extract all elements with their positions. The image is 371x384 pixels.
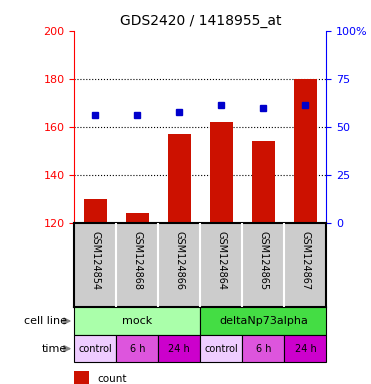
Bar <box>210 122 233 223</box>
Bar <box>242 335 285 362</box>
Bar <box>74 307 200 335</box>
Bar <box>168 134 191 223</box>
Text: count: count <box>97 374 127 384</box>
Text: 6 h: 6 h <box>256 344 271 354</box>
Text: GSM124864: GSM124864 <box>216 231 226 290</box>
Text: GSM124866: GSM124866 <box>174 231 184 290</box>
Text: 24 h: 24 h <box>168 344 190 354</box>
Title: GDS2420 / 1418955_at: GDS2420 / 1418955_at <box>119 14 281 28</box>
Bar <box>84 199 107 223</box>
Bar <box>74 335 116 362</box>
Bar <box>252 141 275 223</box>
Text: GSM124854: GSM124854 <box>90 231 100 290</box>
Bar <box>200 335 242 362</box>
Text: mock: mock <box>122 316 152 326</box>
Text: GSM124865: GSM124865 <box>259 231 268 290</box>
Bar <box>158 335 200 362</box>
Bar <box>294 79 317 223</box>
Text: control: control <box>78 344 112 354</box>
Text: time: time <box>42 344 67 354</box>
Bar <box>285 335 326 362</box>
Text: control: control <box>204 344 238 354</box>
Text: cell line: cell line <box>24 316 67 326</box>
Bar <box>200 307 326 335</box>
Text: 24 h: 24 h <box>295 344 316 354</box>
Text: 6 h: 6 h <box>129 344 145 354</box>
Bar <box>126 213 149 223</box>
Text: deltaNp73alpha: deltaNp73alpha <box>219 316 308 326</box>
Bar <box>74 371 89 384</box>
Text: GSM124868: GSM124868 <box>132 231 142 290</box>
Text: GSM124867: GSM124867 <box>301 231 311 290</box>
Bar <box>116 335 158 362</box>
